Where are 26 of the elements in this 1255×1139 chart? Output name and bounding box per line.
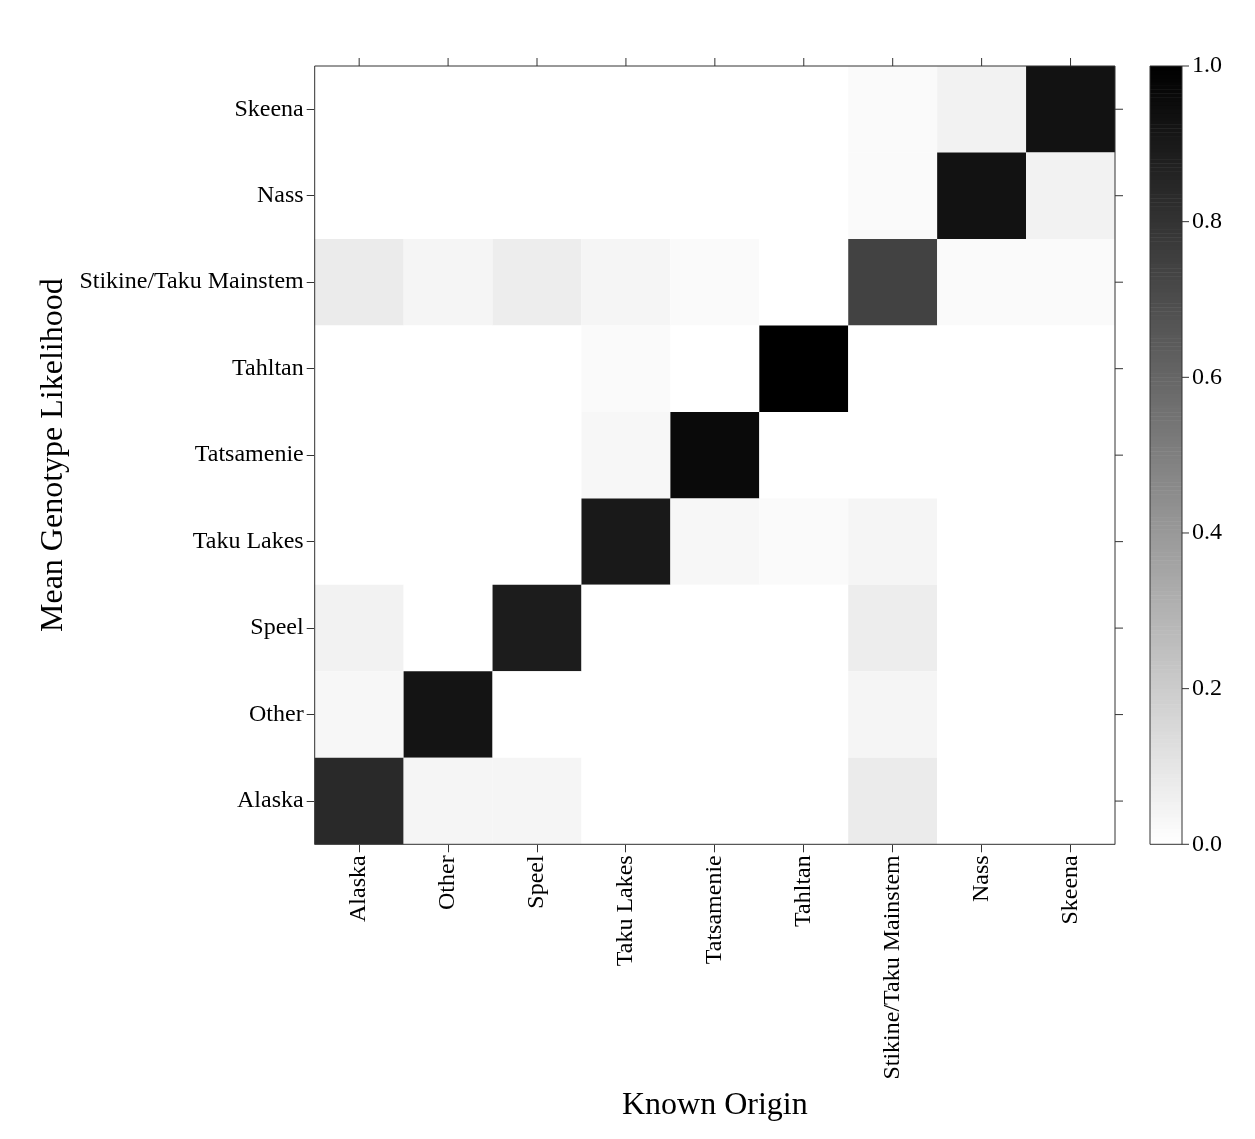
y-tick-label: Alaska bbox=[237, 786, 305, 813]
color-bar-label: 0.2 bbox=[1192, 673, 1222, 700]
x-tick-label: Skeena bbox=[1055, 854, 1082, 925]
color-bar-label: 0.8 bbox=[1192, 206, 1222, 233]
color-bar-label: 0.6 bbox=[1192, 362, 1222, 389]
color-bar-label: 0.0 bbox=[1192, 829, 1222, 856]
y-tick-label: Taku Lakes bbox=[192, 526, 304, 553]
x-tick-label: Tatsamenie bbox=[700, 855, 727, 965]
x-axis-title: Known Origin bbox=[621, 1085, 808, 1122]
x-tick-label: Taku Lakes bbox=[611, 855, 638, 967]
y-tick-label: Speel bbox=[250, 613, 305, 640]
x-tick-label: Tahltan bbox=[789, 855, 816, 927]
x-tick-label: Speel bbox=[522, 854, 549, 909]
y-tick-label: Other bbox=[249, 699, 304, 726]
x-tick-label: Nass bbox=[966, 855, 993, 902]
y-tick-label: Stikine/Taku Mainstem bbox=[79, 267, 305, 294]
y-tick-label: Tahltan bbox=[232, 353, 304, 380]
y-tick-label: Tatsamenie bbox=[194, 440, 304, 467]
y-tick-label: Nass bbox=[257, 181, 304, 208]
x-tick-label: Other bbox=[433, 855, 460, 910]
y-tick-label: Skeena bbox=[234, 94, 305, 121]
x-tick-label: Alaska bbox=[344, 854, 371, 922]
x-tick-label: Stikine/Taku Mainstem bbox=[877, 854, 904, 1080]
y-axis-title: Mean Genotype Likelihood bbox=[32, 278, 69, 632]
color-bar-label: 0.4 bbox=[1192, 518, 1222, 545]
color-bar-label: 1.0 bbox=[1192, 51, 1222, 78]
